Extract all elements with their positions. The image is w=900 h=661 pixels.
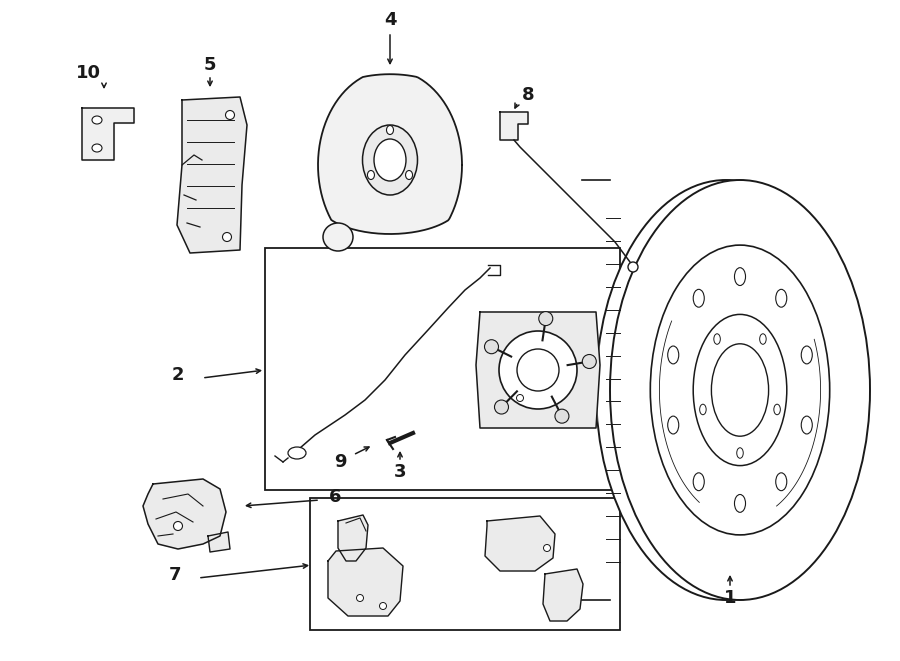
Ellipse shape	[711, 344, 769, 436]
Text: 9: 9	[334, 453, 346, 471]
Ellipse shape	[288, 447, 306, 459]
Ellipse shape	[539, 311, 553, 326]
Ellipse shape	[374, 139, 406, 181]
Ellipse shape	[517, 349, 559, 391]
Ellipse shape	[776, 290, 787, 307]
Ellipse shape	[174, 522, 183, 531]
Polygon shape	[543, 569, 583, 621]
Ellipse shape	[544, 545, 551, 551]
Ellipse shape	[610, 180, 870, 600]
Text: 6: 6	[328, 488, 341, 506]
Ellipse shape	[693, 473, 705, 490]
Ellipse shape	[693, 290, 705, 307]
Text: 3: 3	[394, 463, 406, 481]
Ellipse shape	[760, 334, 766, 344]
Ellipse shape	[499, 331, 577, 409]
Bar	[265, 248, 620, 490]
Polygon shape	[318, 74, 462, 234]
Ellipse shape	[226, 110, 235, 120]
Ellipse shape	[494, 400, 508, 414]
Ellipse shape	[776, 473, 787, 490]
Bar	[310, 498, 620, 630]
Ellipse shape	[484, 340, 499, 354]
Ellipse shape	[801, 346, 813, 364]
Ellipse shape	[668, 346, 679, 364]
Ellipse shape	[628, 262, 638, 272]
Ellipse shape	[555, 409, 569, 423]
Text: 7: 7	[169, 566, 181, 584]
Ellipse shape	[801, 416, 813, 434]
Polygon shape	[485, 516, 555, 571]
Polygon shape	[143, 479, 226, 549]
Text: 5: 5	[203, 56, 216, 74]
Polygon shape	[338, 515, 368, 561]
Ellipse shape	[734, 494, 745, 512]
Polygon shape	[82, 108, 134, 160]
Ellipse shape	[363, 125, 418, 195]
Ellipse shape	[517, 395, 524, 401]
Polygon shape	[476, 312, 600, 428]
Ellipse shape	[774, 405, 780, 414]
Ellipse shape	[92, 116, 102, 124]
Ellipse shape	[693, 315, 787, 465]
Ellipse shape	[737, 447, 743, 458]
Ellipse shape	[596, 180, 856, 600]
Text: 8: 8	[522, 86, 535, 104]
Ellipse shape	[714, 334, 720, 344]
Ellipse shape	[367, 171, 374, 180]
Text: 10: 10	[76, 64, 101, 82]
Ellipse shape	[323, 223, 353, 251]
Polygon shape	[500, 112, 528, 140]
Ellipse shape	[406, 171, 412, 180]
Text: 2: 2	[172, 366, 184, 384]
Ellipse shape	[651, 245, 830, 535]
Ellipse shape	[668, 416, 679, 434]
Ellipse shape	[222, 233, 231, 241]
Polygon shape	[328, 548, 403, 616]
Ellipse shape	[380, 602, 386, 609]
Polygon shape	[208, 532, 230, 552]
Ellipse shape	[92, 144, 102, 152]
Ellipse shape	[582, 354, 597, 368]
Ellipse shape	[734, 268, 745, 286]
Polygon shape	[177, 97, 247, 253]
Ellipse shape	[356, 594, 364, 602]
Ellipse shape	[699, 405, 707, 414]
Text: 4: 4	[383, 11, 396, 29]
Text: 1: 1	[724, 589, 736, 607]
Ellipse shape	[386, 126, 393, 134]
